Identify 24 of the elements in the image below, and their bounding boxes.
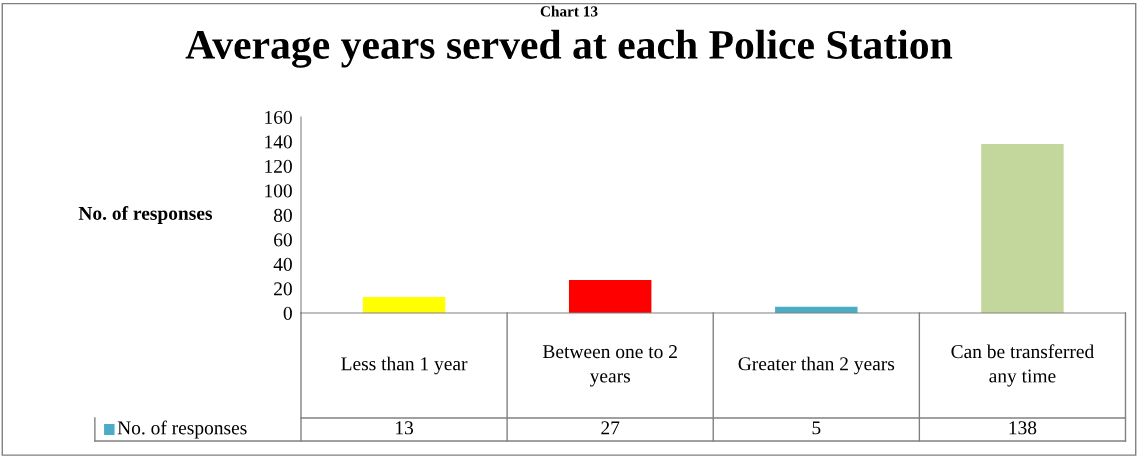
x-tick-label: Less than 1 year bbox=[341, 356, 468, 375]
y-tick-label: 60 bbox=[274, 233, 292, 247]
y-tick-label: 140 bbox=[265, 135, 292, 149]
y-tick-label: 120 bbox=[265, 159, 292, 173]
y-tick-label: 20 bbox=[274, 282, 292, 296]
bar bbox=[568, 279, 652, 313]
chart-title: Average years served at each Police Station bbox=[185, 29, 953, 68]
y-tick-label: 0 bbox=[283, 306, 292, 320]
y-tick-label: 40 bbox=[273, 257, 292, 271]
x-tick-label: Between one to 2 years bbox=[542, 345, 677, 387]
y-tick-label: 100 bbox=[265, 184, 292, 198]
legend-label: No. of responses bbox=[117, 420, 247, 439]
y-tick-label: 80 bbox=[273, 208, 292, 222]
data-label: 27 bbox=[601, 421, 620, 435]
bar bbox=[981, 143, 1064, 313]
x-tick-label: Can be transferred any time bbox=[951, 344, 1094, 387]
caption: Chart 13 bbox=[540, 5, 598, 17]
data-label: 138 bbox=[1009, 421, 1037, 435]
data-label: 13 bbox=[396, 421, 414, 435]
x-tick-label: Greater than 2 years bbox=[738, 356, 895, 375]
bar bbox=[362, 297, 446, 313]
data-label: 5 bbox=[812, 421, 821, 435]
y-tick-label: 160 bbox=[265, 110, 292, 124]
y-axis-title: No. of responses bbox=[78, 206, 213, 224]
